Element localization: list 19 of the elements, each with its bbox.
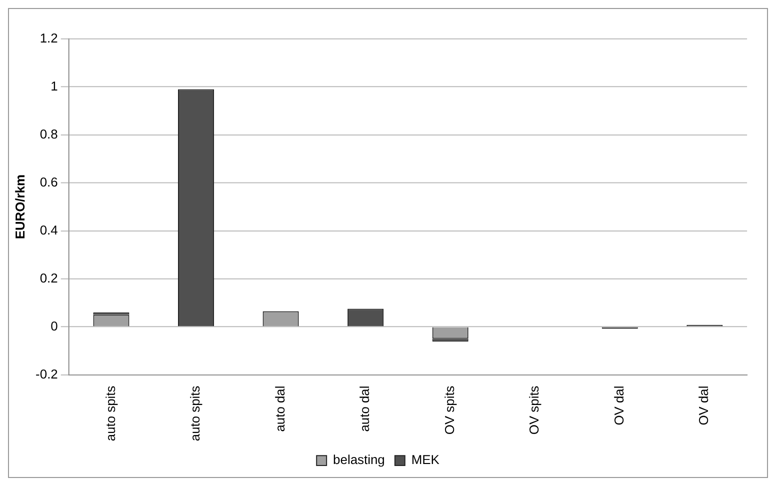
x-tick-label: auto spits — [102, 386, 118, 442]
y-tick-label: -0.2 — [36, 366, 58, 382]
x-tick-label: auto spits — [188, 386, 203, 442]
y-axis-title: EURO/rkm — [12, 174, 28, 240]
y-tick-label: 0.4 — [40, 222, 58, 238]
x-tick-label: auto dal — [357, 386, 372, 432]
legend-label: MEK — [411, 452, 440, 468]
legend-label: belasting — [333, 452, 385, 468]
y-tick-label: 1 — [50, 78, 58, 94]
x-tick-label: OV spits — [526, 386, 542, 435]
y-tick-label: 0.2 — [40, 270, 58, 286]
x-tick-label: OV dal — [611, 386, 626, 426]
x-tick-label: auto dal — [272, 386, 288, 432]
y-tick-label: 0.6 — [40, 174, 58, 190]
x-tick-label: OV spits — [442, 386, 457, 435]
y-tick-label: 1.2 — [40, 30, 58, 46]
x-tick-label: OV dal — [696, 386, 712, 426]
y-tick-label: 0.8 — [40, 126, 58, 142]
y-tick-label: 0 — [50, 318, 58, 334]
